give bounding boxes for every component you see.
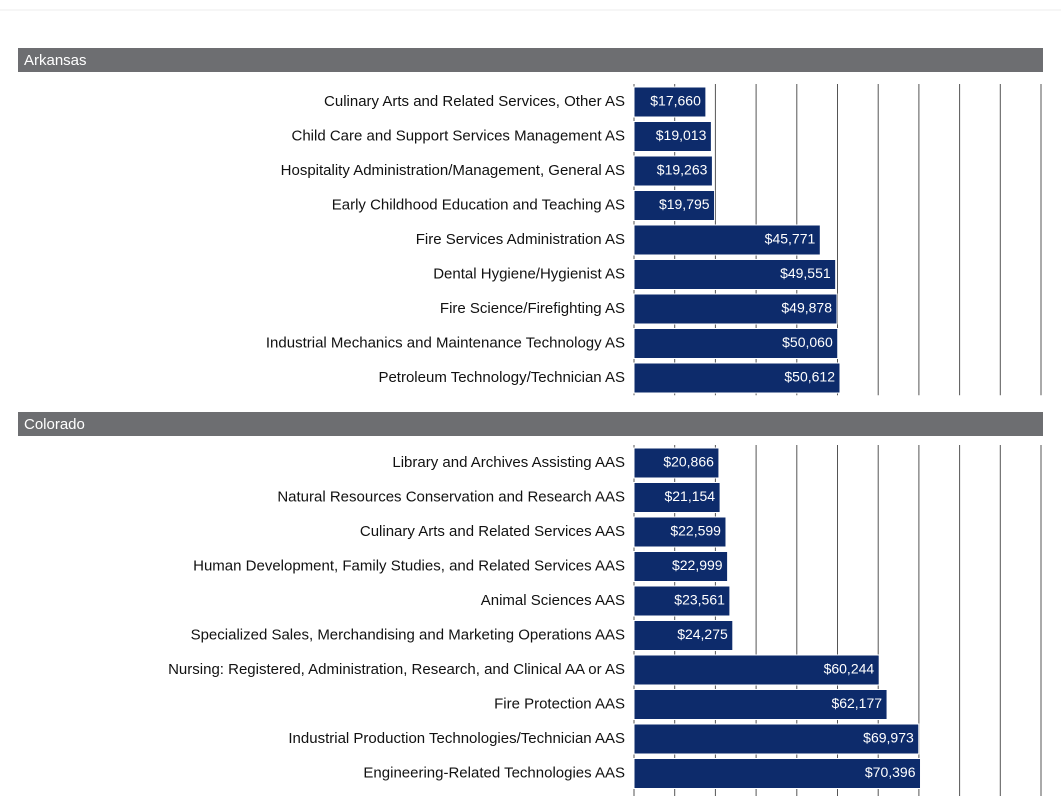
category-label: Fire Science/Firefighting AS bbox=[440, 300, 625, 317]
category-label: Fire Protection AAS bbox=[494, 695, 625, 712]
bar bbox=[633, 689, 888, 720]
bar bbox=[633, 86, 707, 118]
bar bbox=[633, 224, 821, 256]
value-label: $22,599 bbox=[670, 523, 721, 539]
category-label: Animal Sciences AAS bbox=[481, 592, 625, 609]
category-label: Dental Hygiene/Hygienist AS bbox=[433, 265, 625, 282]
value-label: $24,275 bbox=[677, 626, 728, 642]
value-label: $17,660 bbox=[650, 93, 701, 109]
category-label: Hospitality Administration/Management, G… bbox=[281, 162, 625, 179]
value-label: $70,396 bbox=[865, 764, 916, 780]
category-label: Nursing: Registered, Administration, Res… bbox=[168, 661, 625, 678]
bar bbox=[633, 723, 920, 755]
category-label: Specialized Sales, Merchandising and Mar… bbox=[191, 626, 625, 643]
value-label: $23,561 bbox=[674, 592, 725, 608]
value-label: $45,771 bbox=[765, 231, 816, 247]
category-label: Fire Services Administration AS bbox=[416, 231, 625, 248]
bar bbox=[633, 155, 713, 187]
value-label: $19,795 bbox=[659, 196, 710, 212]
category-label: Early Childhood Education and Teaching A… bbox=[332, 196, 625, 213]
bar bbox=[633, 758, 922, 789]
bar bbox=[633, 585, 731, 617]
value-label: $50,612 bbox=[784, 369, 835, 385]
value-label: $19,013 bbox=[656, 127, 707, 143]
category-label: Culinary Arts and Related Services AAS bbox=[360, 523, 625, 540]
group-header bbox=[18, 412, 1043, 436]
value-label: $20,866 bbox=[663, 454, 714, 470]
category-label: Petroleum Technology/Technician AS bbox=[378, 369, 625, 386]
category-label: Engineering-Related Technologies AAS bbox=[363, 764, 625, 781]
category-label: Industrial Mechanics and Maintenance Tec… bbox=[266, 334, 625, 351]
bar bbox=[633, 293, 838, 325]
category-label: Human Development, Family Studies, and R… bbox=[193, 557, 625, 574]
value-label: $60,244 bbox=[824, 661, 875, 677]
group-title: Arkansas bbox=[24, 52, 87, 69]
value-label: $19,263 bbox=[657, 162, 708, 178]
category-label: Child Care and Support Services Manageme… bbox=[291, 127, 625, 144]
category-label: Library and Archives Assisting AAS bbox=[392, 454, 625, 471]
value-label: $49,551 bbox=[780, 265, 831, 281]
value-label: $62,177 bbox=[831, 695, 882, 711]
value-label: $49,878 bbox=[781, 300, 832, 316]
bar bbox=[633, 121, 712, 152]
category-label: Natural Resources Conservation and Resea… bbox=[277, 488, 625, 505]
bar bbox=[633, 516, 727, 548]
value-label: $21,154 bbox=[664, 488, 715, 504]
bar bbox=[633, 551, 729, 582]
group-title: Colorado bbox=[24, 416, 85, 433]
category-label: Industrial Production Technologies/Techn… bbox=[288, 730, 625, 747]
category-label: Culinary Arts and Related Services, Othe… bbox=[324, 93, 625, 110]
bar bbox=[633, 328, 839, 359]
value-label: $50,060 bbox=[782, 334, 833, 350]
bar bbox=[633, 482, 721, 513]
bar bbox=[633, 362, 841, 394]
group-header bbox=[18, 48, 1043, 72]
bar bbox=[633, 654, 880, 686]
bar bbox=[633, 259, 837, 290]
bar bbox=[633, 190, 716, 221]
bar bbox=[633, 620, 734, 651]
value-label: $69,973 bbox=[863, 730, 914, 746]
value-label: $22,999 bbox=[672, 557, 723, 573]
bar bbox=[633, 447, 720, 479]
